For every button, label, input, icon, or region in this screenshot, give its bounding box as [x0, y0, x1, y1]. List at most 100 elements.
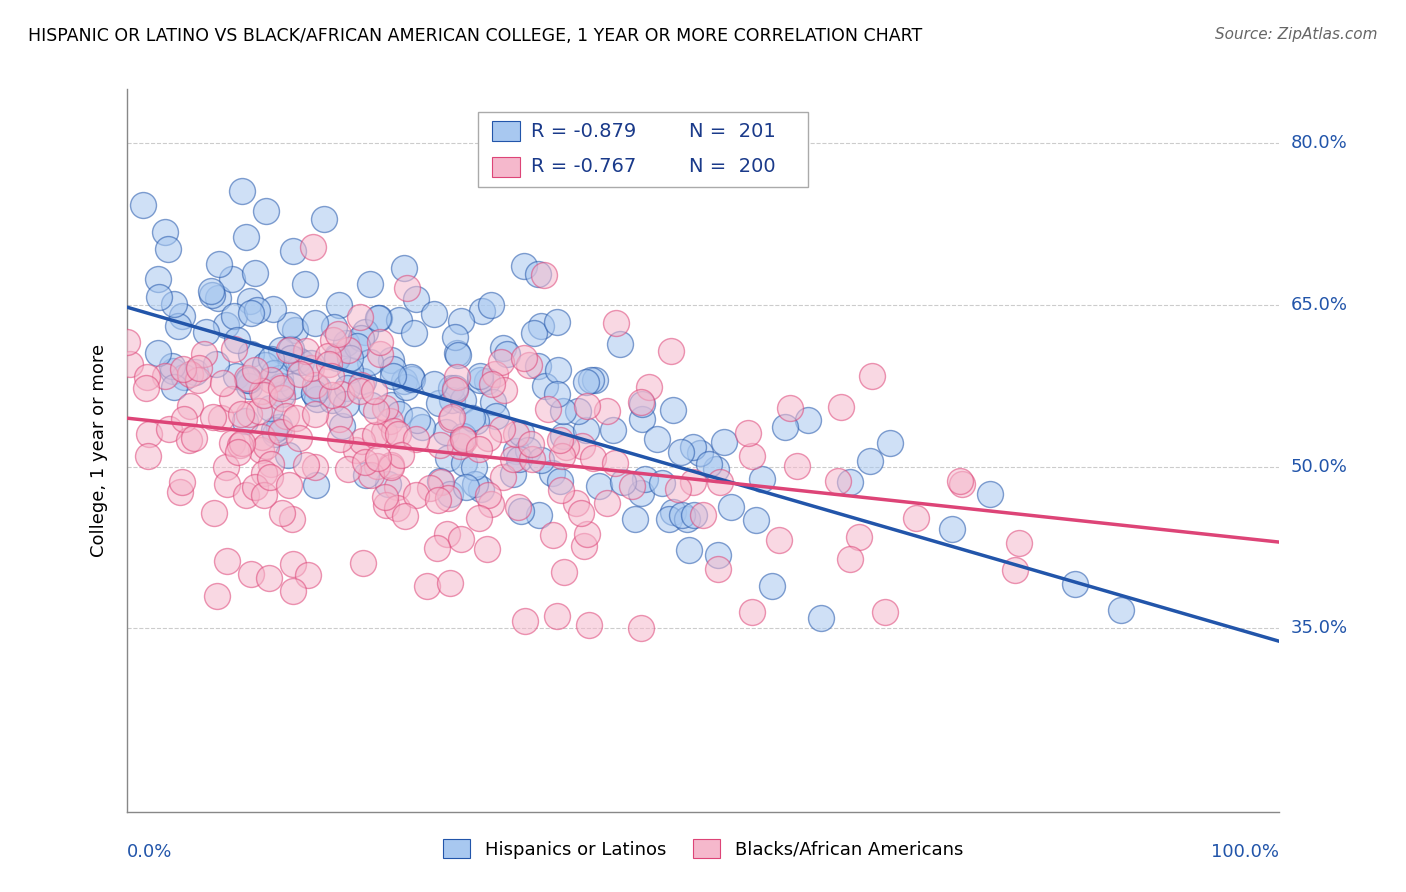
Point	[477, 542, 499, 557]
Point	[565, 496, 588, 510]
Point	[873, 605, 896, 619]
Point	[281, 583, 304, 598]
Point	[786, 458, 808, 473]
Point	[415, 579, 437, 593]
Point	[377, 476, 399, 491]
Point	[505, 426, 527, 441]
Point	[194, 326, 217, 340]
Point	[329, 432, 352, 446]
Point	[502, 452, 524, 467]
Point	[231, 184, 253, 198]
Point	[231, 436, 253, 450]
Point	[450, 313, 472, 327]
Point	[359, 277, 381, 291]
Legend: Hispanics or Latinos, Blacks/African Americans: Hispanics or Latinos, Blacks/African Ame…	[434, 830, 972, 868]
Point	[502, 467, 524, 481]
Point	[221, 272, 243, 286]
Point	[281, 379, 304, 393]
Point	[356, 468, 378, 483]
Point	[839, 475, 862, 489]
Point	[304, 408, 326, 422]
Point	[336, 462, 359, 476]
Point	[349, 310, 371, 324]
Point	[380, 460, 402, 475]
Point	[367, 311, 389, 326]
Point	[335, 396, 357, 410]
Point	[394, 508, 416, 523]
Text: 0.0%: 0.0%	[127, 843, 172, 861]
Point	[321, 392, 343, 407]
Point	[479, 497, 502, 511]
Point	[221, 436, 243, 450]
Point	[200, 285, 222, 299]
Point	[157, 422, 180, 436]
Point	[405, 432, 427, 446]
Point	[737, 426, 759, 441]
Point	[302, 386, 325, 401]
Point	[326, 326, 349, 341]
Point	[271, 506, 294, 520]
Point	[443, 381, 465, 395]
Point	[380, 353, 402, 368]
Point	[405, 488, 427, 502]
Point	[316, 349, 339, 363]
Point	[451, 432, 474, 446]
Point	[477, 488, 499, 502]
Point	[451, 429, 474, 443]
Point	[388, 408, 411, 422]
Point	[533, 268, 555, 282]
Point	[281, 558, 304, 572]
Point	[304, 377, 326, 392]
Point	[374, 491, 396, 505]
Point	[336, 381, 359, 395]
Point	[354, 455, 377, 469]
Point	[666, 482, 689, 496]
Point	[440, 409, 463, 424]
Point	[120, 357, 142, 371]
Point	[571, 439, 593, 453]
Point	[157, 242, 180, 256]
Point	[253, 387, 276, 401]
Point	[247, 404, 270, 418]
Point	[294, 277, 316, 292]
Point	[330, 418, 353, 433]
Point	[492, 341, 515, 355]
Point	[443, 384, 465, 398]
Point	[402, 326, 425, 340]
Point	[146, 272, 169, 286]
Text: Source: ZipAtlas.com: Source: ZipAtlas.com	[1215, 27, 1378, 42]
Point	[810, 610, 832, 624]
Point	[751, 472, 773, 486]
Point	[290, 354, 312, 368]
Point	[153, 225, 176, 239]
Point	[575, 375, 598, 389]
Point	[429, 438, 451, 452]
Point	[346, 339, 368, 353]
Point	[481, 376, 503, 391]
Point	[260, 351, 283, 366]
Point	[294, 344, 316, 359]
Point	[879, 435, 901, 450]
Point	[692, 508, 714, 522]
Point	[214, 460, 236, 475]
Point	[290, 367, 312, 381]
Point	[495, 347, 517, 361]
Point	[285, 410, 308, 425]
Point	[465, 414, 488, 428]
Point	[148, 345, 170, 359]
Point	[713, 434, 735, 449]
Point	[349, 384, 371, 398]
Point	[238, 373, 260, 387]
Point	[163, 297, 186, 311]
Point	[270, 343, 292, 357]
Point	[630, 396, 652, 410]
Point	[506, 500, 529, 515]
Point	[439, 576, 461, 591]
Point	[184, 365, 207, 379]
Point	[378, 414, 401, 428]
Point	[848, 530, 870, 544]
Point	[515, 614, 537, 628]
Point	[368, 347, 391, 361]
Point	[278, 318, 301, 333]
Point	[339, 351, 361, 366]
